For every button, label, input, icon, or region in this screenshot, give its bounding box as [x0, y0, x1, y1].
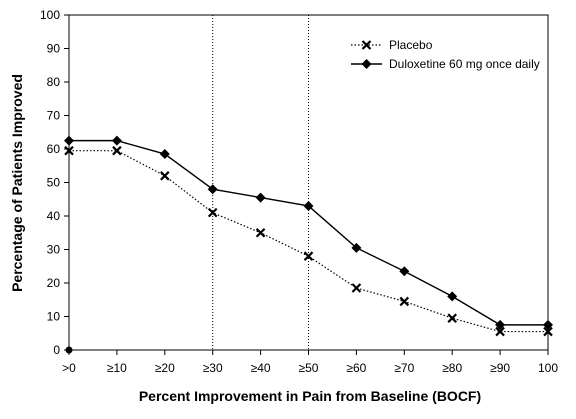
y-tick-label: 40	[47, 209, 61, 223]
series-1-point	[543, 319, 553, 330]
series-1-point	[399, 266, 410, 277]
x-tick-label: ≥20	[155, 361, 175, 375]
series-1-point	[303, 200, 314, 211]
extra-point-0	[65, 346, 73, 354]
y-tick-label: 60	[47, 142, 61, 156]
legend-label-1: Duloxetine 60 mg once daily	[389, 57, 540, 71]
y-tick-label: 70	[47, 109, 61, 123]
series-1-point	[255, 192, 266, 203]
series-1-point	[111, 135, 122, 146]
y-tick-label: 80	[47, 75, 61, 89]
series-0-point	[543, 326, 553, 337]
series-line-0	[69, 150, 548, 333]
y-tick-label: 100	[40, 8, 60, 22]
series-1-point	[159, 149, 170, 160]
y-tick-label: 50	[47, 176, 61, 190]
series-0-point	[112, 145, 122, 156]
series-0-point-stroke	[64, 145, 74, 156]
x-tick-label: ≥60	[346, 361, 366, 375]
y-tick-label: 30	[47, 243, 61, 257]
y-axis-title: Percentage of Patients Improved	[9, 74, 25, 292]
y-tick-label: 10	[47, 310, 61, 324]
x-tick-label: ≥70	[394, 361, 414, 375]
series-0-point-stroke	[447, 313, 457, 323]
series-0-point-stroke	[351, 283, 362, 293]
x-tick-label: 100	[538, 361, 558, 375]
series-1-point	[207, 184, 218, 195]
legend-marker-0	[361, 40, 372, 50]
series-0-point	[64, 145, 74, 156]
legend-marker-1	[361, 59, 372, 69]
series-0-point	[160, 171, 170, 181]
y-axis-title-group: Percentage of Patients Improved	[9, 74, 25, 292]
series-0-point	[351, 283, 362, 293]
x-tick-label: >0	[62, 361, 76, 375]
x-tick-label: ≥10	[107, 361, 127, 375]
x-tick-label: ≥90	[490, 361, 510, 375]
y-tick-label: 90	[47, 42, 61, 56]
series-1-point	[495, 319, 506, 330]
series-0-point	[399, 296, 410, 307]
series-0-point	[207, 207, 218, 218]
series-0-point-stroke	[160, 171, 170, 181]
x-tick-label: ≥40	[251, 361, 271, 375]
series-0-point-stroke	[112, 145, 122, 156]
series-0-point	[255, 227, 266, 238]
series-0-point-stroke	[207, 207, 218, 218]
legend-marker-0-stroke	[361, 40, 372, 50]
series-1-point	[64, 135, 74, 146]
x-axis-title: Percent Improvement in Pain from Baselin…	[139, 388, 481, 404]
series-1-point	[351, 242, 362, 253]
x-tick-label: ≥80	[442, 361, 462, 375]
x-tick-label: ≥30	[203, 361, 223, 375]
series-0-point-stroke	[543, 326, 553, 337]
series-0-point-stroke	[255, 227, 266, 238]
series-0-point-stroke	[399, 296, 410, 307]
series-0-point	[447, 313, 457, 323]
x-tick-label: ≥50	[299, 361, 319, 375]
y-tick-label: 0	[53, 343, 60, 357]
series-0-point-stroke	[495, 326, 505, 337]
plot-area: 0 10 20 30 40 50 60 70 80 90 100 >0 ≥10 ≥20 ≥30 ≥40 ≥50 ≥…	[40, 8, 558, 375]
series-0-point	[303, 251, 314, 261]
series-0-point	[495, 326, 505, 337]
legend-label-0: Placebo	[389, 38, 433, 52]
series-1-point	[447, 291, 458, 302]
y-tick-label: 20	[47, 276, 61, 290]
series-0-point-stroke	[303, 251, 314, 261]
legend: Placebo Duloxetine 60 mg once daily	[351, 38, 540, 71]
